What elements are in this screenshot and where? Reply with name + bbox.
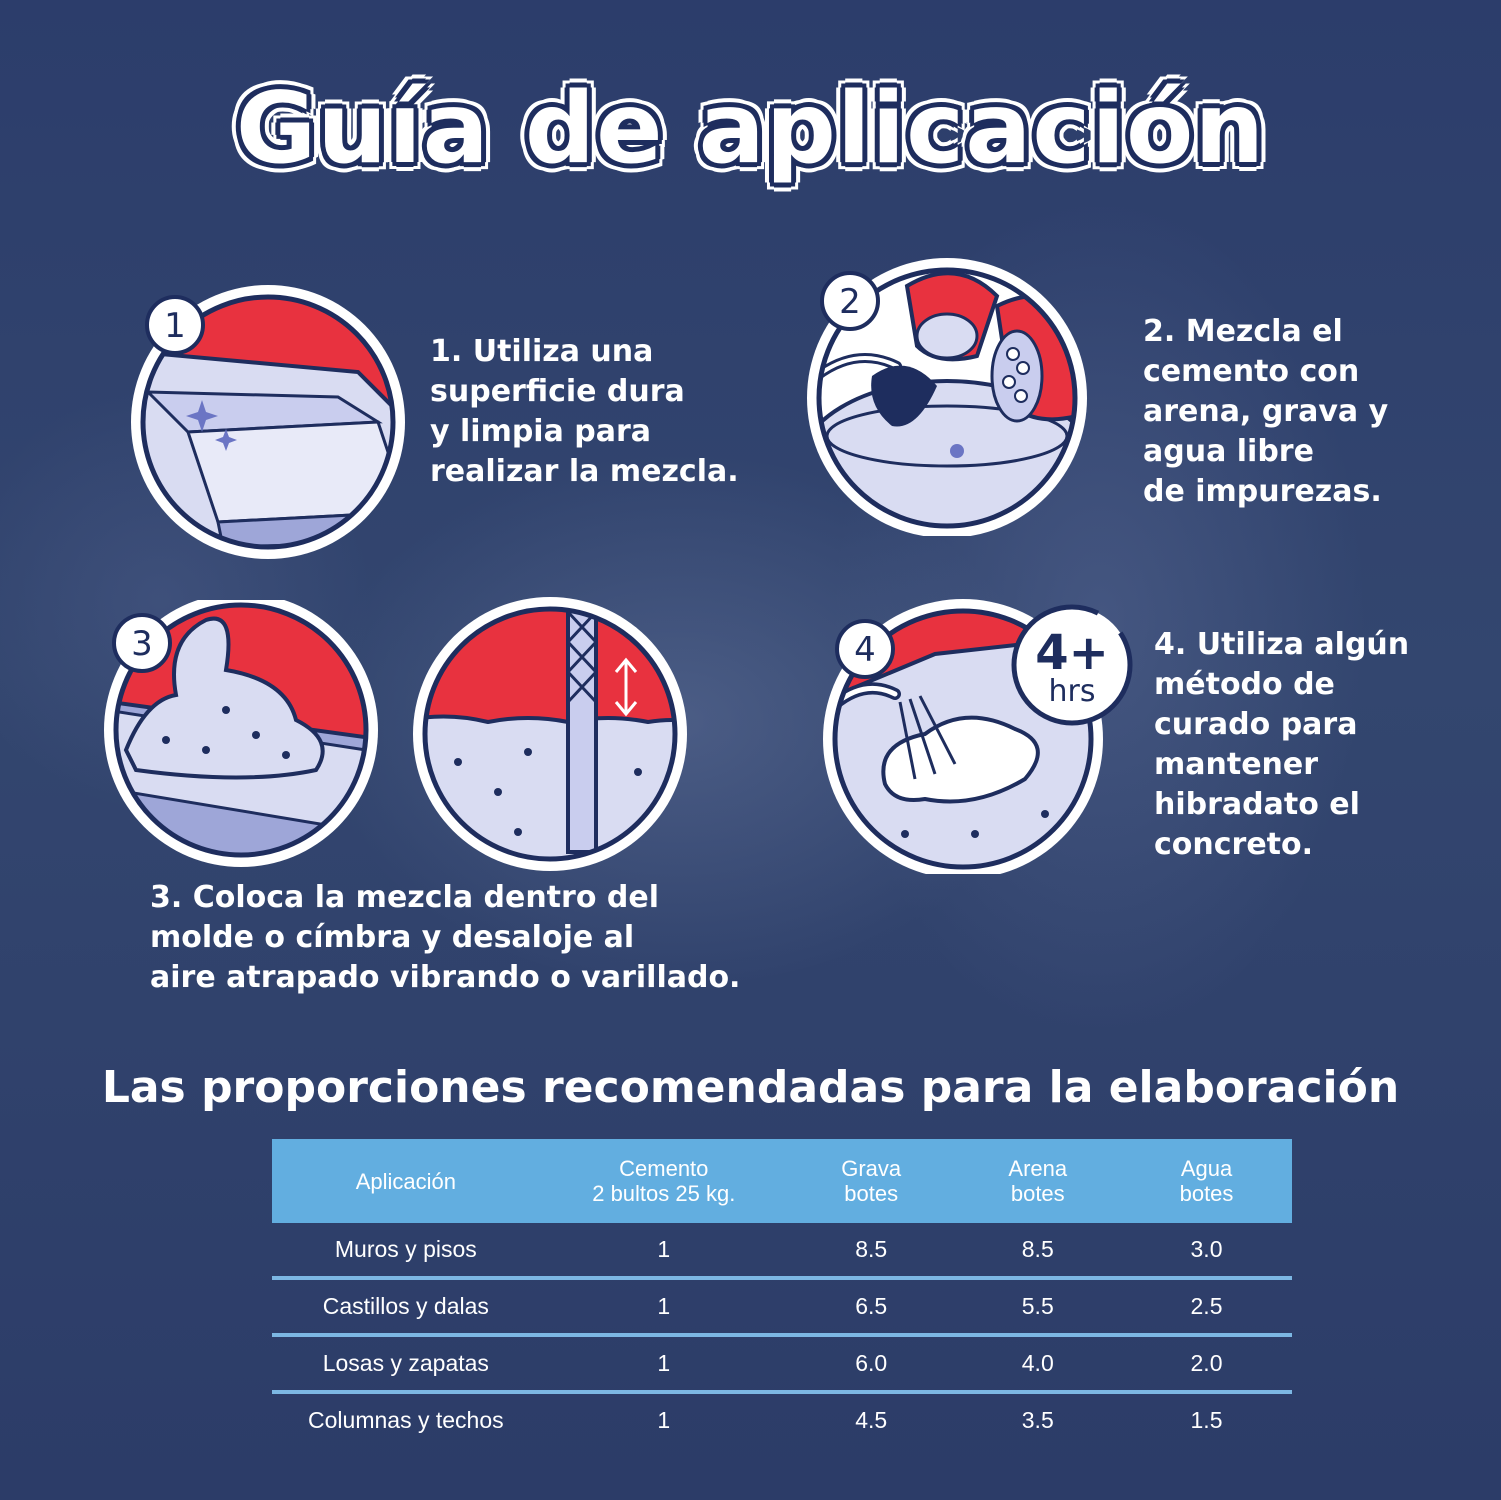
cell-cemento: 1: [539, 1278, 788, 1337]
cell-cemento: 1: [657, 1407, 671, 1433]
page-title: Guía de aplicación: [235, 72, 1266, 186]
cell-cemento: 1: [539, 1335, 788, 1394]
step-3-illustration-vibrate: [413, 597, 687, 871]
step-4-time-badge: 4+ hrs: [1011, 604, 1133, 726]
cell-grava: 4.5: [855, 1407, 888, 1433]
cell-aplicacion: Columnas y techos: [308, 1407, 504, 1433]
table-header-row: Aplicación Cemento 2 bultos 25 kg. Grava b…: [272, 1139, 1292, 1223]
step-1-number-badge: 1: [145, 295, 205, 355]
step-4-badge-value: 4+: [1035, 625, 1109, 681]
step-4-text: 4. Utiliza algún método de curado para m…: [1154, 627, 1410, 862]
cell-agua: 3.0: [1121, 1223, 1292, 1280]
cell-grava: 6.0: [787, 1335, 955, 1394]
step-3-text: 3. Coloca la mezcla dentro del molde o c…: [150, 880, 741, 995]
step-3-illustration-pour: [104, 600, 378, 867]
header-agua: Agua botes: [1121, 1139, 1292, 1223]
header-cemento: Cemento 2 bultos 25 kg.: [539, 1139, 788, 1223]
table-row: Columnas y techos 1 4.5 3.5 1.5: [272, 1392, 1292, 1447]
cell-grava: 6.5: [787, 1278, 955, 1337]
step-2-number: 2: [839, 282, 861, 322]
table-row: Muros y pisos 1 8.5 8.5 3.0: [272, 1223, 1292, 1280]
cell-agua: 1.5: [1190, 1407, 1223, 1433]
step-4-badge-unit: hrs: [1049, 674, 1096, 709]
table-row: Castillos y dalas 1 6.5 5.5 2.5: [272, 1278, 1292, 1337]
cell-arena: 4.0: [954, 1335, 1122, 1394]
cell-cemento: 1: [539, 1223, 788, 1280]
cell-aplicacion: Castillos y dalas: [272, 1278, 540, 1337]
step-3-number-badge: 3: [112, 613, 172, 673]
step-1-number: 1: [164, 306, 186, 346]
step-2-text: 2. Mezcla el cemento con arena, grava y …: [1143, 314, 1389, 509]
step-1-text: 1. Utiliza una superficie dura y limpia …: [430, 334, 739, 489]
cell-aplicacion: Losas y zapatas: [272, 1335, 540, 1394]
step-4-number: 4: [854, 630, 876, 670]
cell-agua: 2.0: [1121, 1335, 1292, 1394]
header-aplicacion: Aplicación: [272, 1139, 540, 1223]
cell-aplicacion: Muros y pisos: [272, 1223, 540, 1280]
header-arena: Arena botes: [954, 1139, 1122, 1223]
step-1-illustration: [131, 285, 405, 559]
table-row: Losas y zapatas 1 6.0 4.0 2.0: [272, 1335, 1292, 1394]
step-2-number-badge: 2: [820, 271, 880, 331]
header-grava: Grava botes: [787, 1139, 955, 1223]
step-3-number: 3: [131, 624, 153, 664]
proportions-title: Las proporciones recomendadas para la el…: [101, 1062, 1400, 1113]
cell-grava: 8.5: [787, 1223, 955, 1280]
cell-arena: 5.5: [954, 1278, 1122, 1337]
cell-arena: 3.5: [1021, 1407, 1054, 1433]
cell-agua: 2.5: [1121, 1278, 1292, 1337]
step-2-illustration: [807, 258, 1087, 536]
step-4-number-badge: 4: [835, 619, 895, 679]
proportions-table: Aplicación Cemento 2 bultos 25 kg. Grava b…: [272, 1139, 1292, 1447]
cell-arena: 8.5: [954, 1223, 1122, 1280]
